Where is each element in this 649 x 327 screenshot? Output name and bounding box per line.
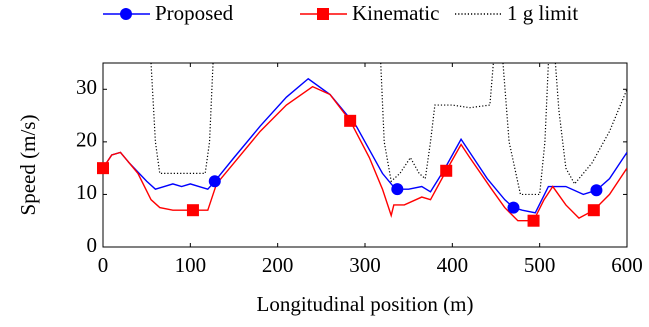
y-axis-label: Speed (m/s) [16,115,40,216]
plot-area [103,63,627,222]
legend-label: Kinematic [352,1,439,25]
marker [186,204,199,217]
marker [344,114,357,127]
y-tick-label: 0 [87,233,98,257]
x-tick-label: 100 [175,253,207,277]
series-line [502,63,549,196]
x-tick-label: 300 [349,253,381,277]
marker [97,162,109,175]
marker [590,184,603,197]
y-tick-label: 10 [76,180,97,204]
series-line [380,63,494,183]
x-tick-label: 400 [437,253,469,277]
legend-label: Proposed [155,1,234,25]
series-line [103,77,627,214]
marker [208,175,221,188]
marker [440,164,453,177]
series-line [103,85,627,222]
series-line [150,63,214,174]
legend-marker [317,8,329,20]
plot-frame [102,62,628,248]
legend-marker [120,8,132,20]
marker [587,204,600,217]
marker [507,201,520,214]
y-tick-label: 30 [76,75,97,99]
legend-label: 1 g limit [507,1,578,25]
x-tick-label: 500 [524,253,556,277]
marker [527,214,540,227]
y-tick-label: 20 [76,128,97,152]
x-tick-label: 0 [98,253,109,277]
x-axis-label: Longitudinal position (m) [257,292,474,316]
series-line [554,63,627,185]
marker [391,183,404,196]
x-tick-label: 600 [611,253,643,277]
x-tick-label: 200 [262,253,294,277]
